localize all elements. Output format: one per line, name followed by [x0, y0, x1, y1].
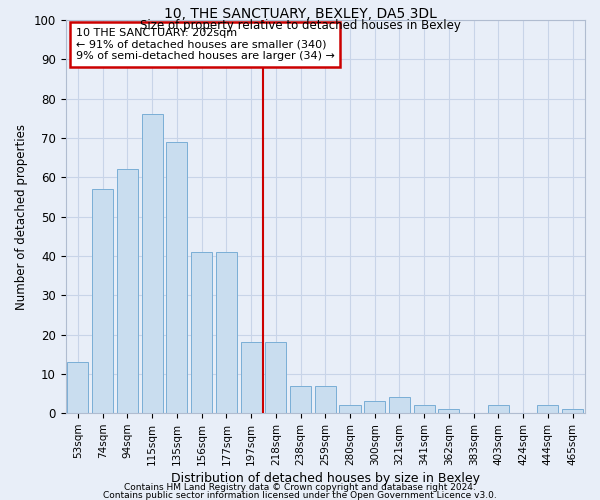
Bar	[413, 406, 435, 413]
Bar	[538, 406, 559, 413]
Bar	[191, 252, 212, 413]
Bar	[265, 342, 286, 413]
X-axis label: Distribution of detached houses by size in Bexley: Distribution of detached houses by size …	[171, 472, 480, 485]
Bar	[488, 406, 509, 413]
Bar	[562, 410, 583, 413]
Y-axis label: Number of detached properties: Number of detached properties	[15, 124, 28, 310]
Bar	[315, 386, 336, 413]
Bar	[117, 170, 138, 413]
Text: 10 THE SANCTUARY: 202sqm
← 91% of detached houses are smaller (340)
9% of semi-d: 10 THE SANCTUARY: 202sqm ← 91% of detach…	[76, 28, 335, 61]
Text: Contains public sector information licensed under the Open Government Licence v3: Contains public sector information licen…	[103, 490, 497, 500]
Bar	[67, 362, 88, 413]
Bar	[216, 252, 237, 413]
Bar	[92, 189, 113, 413]
Text: Size of property relative to detached houses in Bexley: Size of property relative to detached ho…	[140, 18, 460, 32]
Bar	[241, 342, 262, 413]
Bar	[439, 410, 460, 413]
Bar	[142, 114, 163, 413]
Bar	[166, 142, 187, 413]
Text: 10, THE SANCTUARY, BEXLEY, DA5 3DL: 10, THE SANCTUARY, BEXLEY, DA5 3DL	[164, 8, 436, 22]
Bar	[364, 402, 385, 413]
Bar	[290, 386, 311, 413]
Bar	[340, 406, 361, 413]
Text: Contains HM Land Registry data © Crown copyright and database right 2024.: Contains HM Land Registry data © Crown c…	[124, 484, 476, 492]
Bar	[389, 398, 410, 413]
